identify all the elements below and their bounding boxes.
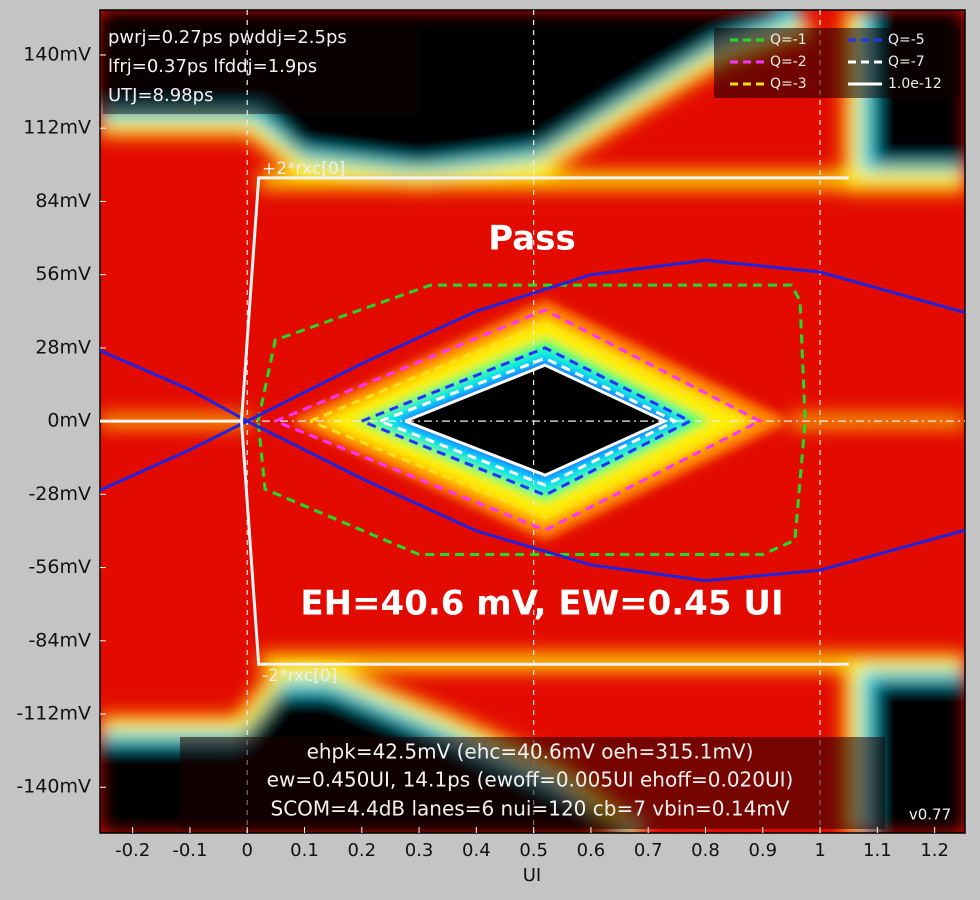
plot-lines	[100, 10, 965, 833]
series-line	[379, 356, 679, 487]
legend-label: Q=-5	[888, 32, 925, 48]
stats-text: pwrj=0.27ps pwddj=2.5ps	[108, 27, 347, 48]
x-tick-label: 0.7	[634, 840, 663, 861]
y-tick-label: 0mV	[47, 410, 91, 432]
series-line	[100, 349, 965, 583]
y-tick-label: -56mV	[28, 556, 91, 578]
y-tick-label: -84mV	[28, 629, 91, 651]
series-line	[309, 321, 746, 519]
mask-label: +2*rxc[0]	[262, 159, 345, 179]
legend-label: Q=-2	[770, 54, 807, 70]
x-tick-label: 0.9	[748, 840, 777, 861]
x-tick-label: 1	[814, 840, 825, 861]
eye-label: EH=40.6 mV, EW=0.45 UI	[300, 584, 783, 624]
summary-text: ew=0.450UI, 14.1ps (ewoff=0.005UI ehoff=…	[267, 768, 794, 792]
x-tick-label: 0.5	[519, 840, 548, 861]
legend-label: Q=-3	[770, 76, 807, 92]
series-line	[404, 363, 669, 477]
series-line	[100, 176, 849, 666]
series-line	[274, 308, 764, 532]
pass-label: Pass	[488, 219, 575, 259]
legend-label: 1.0e-12	[888, 76, 942, 92]
y-tick-label: -140mV	[16, 776, 91, 798]
version: v0.77	[909, 806, 951, 824]
mask-label: -2*rxc[0]	[262, 666, 337, 686]
x-tick-label: 0	[241, 840, 252, 861]
x-tick-label: 0.2	[347, 840, 376, 861]
stats-box	[103, 22, 418, 114]
y-tick-label: 56mV	[35, 263, 91, 285]
stats-text: lfrj=0.37ps lfddj=1.9ps	[108, 56, 317, 77]
x-tick-label: 0.4	[462, 840, 491, 861]
series-line	[100, 258, 965, 492]
stats-text: UTJ=8.98ps	[108, 85, 213, 106]
legend-label: Q=-7	[888, 54, 925, 70]
legend-label: Q=-1	[770, 32, 807, 48]
summary-box	[180, 737, 885, 829]
summary-text: ehpk=42.5mV (ehc=40.6mV oeh=315.1mV)	[307, 740, 754, 764]
x-tick-label: 0.1	[290, 840, 319, 861]
y-tick-label: -28mV	[28, 483, 91, 505]
x-tick-label: 0.8	[691, 840, 720, 861]
y-tick-label: -112mV	[16, 703, 91, 725]
x-axis-label: UI	[523, 865, 541, 886]
x-tick-label: 1.1	[863, 840, 892, 861]
y-tick-label: 84mV	[35, 190, 91, 212]
x-tick-label: 0.3	[405, 840, 434, 861]
x-tick-label: 0.6	[577, 840, 606, 861]
x-tick-label: -0.2	[115, 840, 150, 861]
y-tick-label: 112mV	[23, 117, 91, 139]
y-tick-label: 140mV	[23, 43, 91, 65]
x-tick-label: -0.1	[172, 840, 207, 861]
legend-box	[714, 28, 960, 98]
y-tick-label: 28mV	[35, 336, 91, 358]
series-line	[361, 346, 694, 497]
summary-text: SCOM=4.4dB lanes=6 nui=120 cb=7 vbin=0.1…	[271, 797, 790, 821]
x-tick-label: 1.2	[920, 840, 949, 861]
